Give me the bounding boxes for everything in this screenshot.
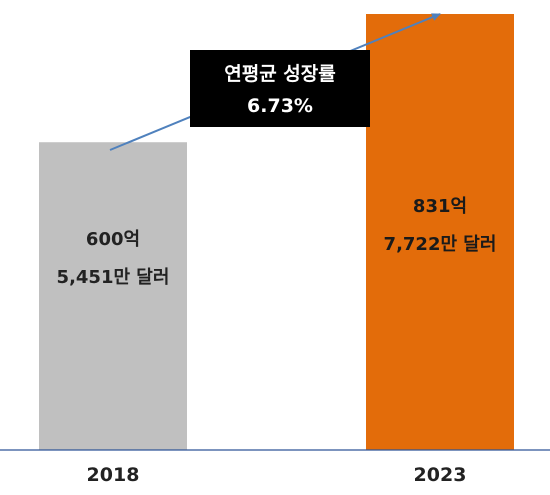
bar-2018	[39, 142, 187, 450]
cagr-value: 6.73%	[247, 95, 313, 117]
bar-2023	[366, 14, 514, 450]
x-tick-label: 2023	[414, 464, 467, 486]
bar-data-label: 7,722만 달러	[384, 234, 497, 255]
bar-data-label: 5,451만 달러	[57, 267, 170, 288]
bar-labels-layer: 600억 5,451만 달러 831억 7,722만 달러	[57, 196, 497, 288]
x-tick-label: 2018	[87, 464, 140, 486]
cagr-annotation: 연평균 성장률 6.73%	[190, 50, 370, 127]
bar-data-label: 831억	[413, 196, 467, 217]
bar-data-label: 600억	[86, 229, 140, 250]
bars-layer	[39, 14, 514, 450]
cagr-box	[190, 50, 370, 127]
cagr-label: 연평균 성장률	[224, 63, 336, 85]
x-tick-labels: 2018 2023	[87, 464, 467, 486]
